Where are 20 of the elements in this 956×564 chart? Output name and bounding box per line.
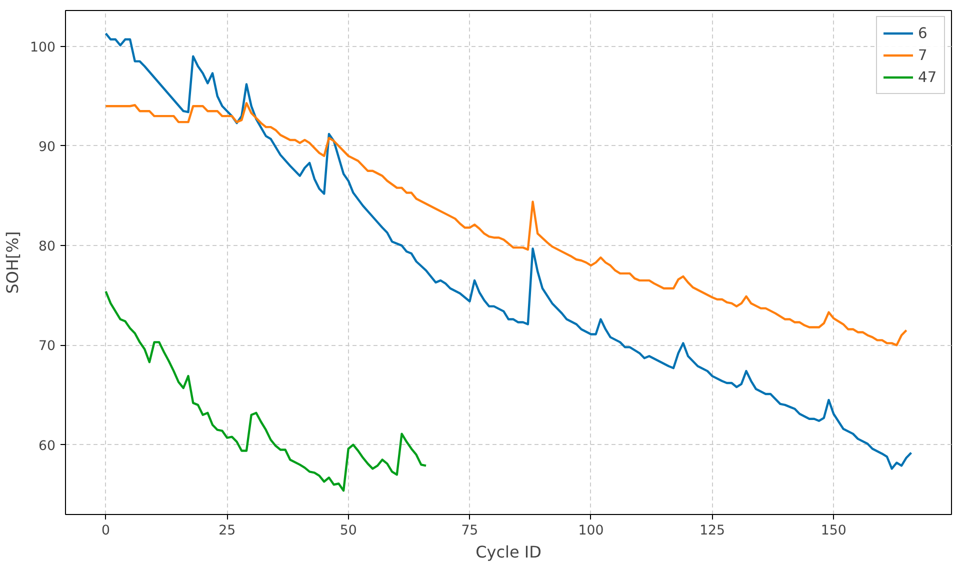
line-series (104, 102, 908, 346)
x-tick-label: 150 (820, 524, 846, 538)
y-tick-label: 100 (30, 40, 56, 56)
x-tick-label: 100 (578, 524, 604, 538)
y-tick-label: 70 (38, 339, 56, 354)
legend-label: 6 (918, 24, 928, 42)
x-tick-label: 125 (700, 524, 726, 538)
y-tick-label: 60 (38, 438, 56, 454)
x-axis-title: Cycle ID (476, 542, 542, 562)
y-tick-label: 90 (38, 140, 56, 155)
x-tick-label: 75 (461, 524, 478, 538)
y-tick-label: 80 (38, 240, 56, 255)
x-tick-label: 50 (340, 524, 357, 538)
line-series (104, 290, 428, 492)
legend-label: 47 (918, 68, 938, 86)
legend-label: 7 (918, 46, 928, 64)
y-axis-title: SOH[%] (3, 231, 22, 294)
x-tick-label: 25 (218, 524, 236, 538)
x-tick-label: 0 (102, 524, 110, 538)
line-series (104, 32, 912, 470)
